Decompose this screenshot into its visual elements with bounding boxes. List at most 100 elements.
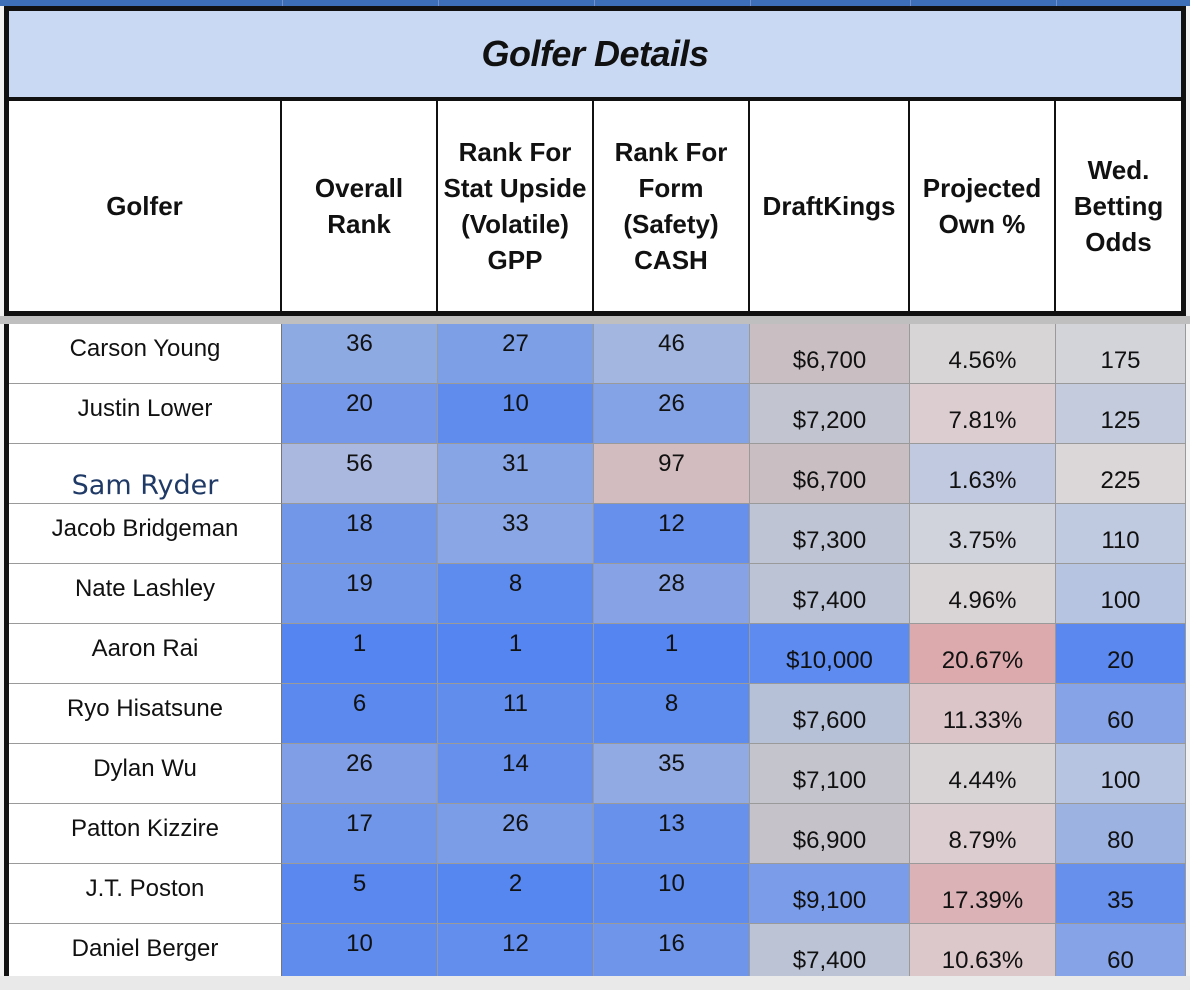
table-row: J.T. Poston 5 2 10 $9,100 17.39% 35 bbox=[9, 864, 1186, 924]
form-rank-cell[interactable]: 46 bbox=[594, 324, 750, 384]
betting-odds-cell[interactable]: 20 bbox=[1056, 624, 1186, 684]
header-separator bbox=[0, 316, 1190, 324]
golfer-name-cell[interactable]: Patton Kizzire bbox=[9, 804, 282, 864]
header-projected-own[interactable]: Projected Own % bbox=[910, 101, 1056, 311]
stat-rank-cell[interactable]: 8 bbox=[438, 564, 594, 624]
draftkings-salary-cell[interactable]: $7,400 bbox=[750, 564, 910, 624]
form-rank-cell[interactable]: 26 bbox=[594, 384, 750, 444]
betting-odds-cell[interactable]: 100 bbox=[1056, 744, 1186, 804]
overall-rank-cell[interactable]: 56 bbox=[282, 444, 438, 504]
form-rank-cell[interactable]: 97 bbox=[594, 444, 750, 504]
draftkings-salary-cell[interactable]: $6,700 bbox=[750, 444, 910, 504]
projected-own-cell[interactable]: 4.56% bbox=[910, 324, 1056, 384]
projected-own-cell[interactable]: 7.81% bbox=[910, 384, 1056, 444]
header-golfer[interactable]: Golfer bbox=[9, 101, 282, 311]
golfer-name-cell[interactable]: Jacob Bridgeman bbox=[9, 504, 282, 564]
golfer-rows: Carson Young 36 27 46 $6,700 4.56% 175 Justin L… bbox=[4, 324, 1186, 984]
stat-rank-cell[interactable]: 14 bbox=[438, 744, 594, 804]
overall-rank-cell[interactable]: 6 bbox=[282, 684, 438, 744]
stat-rank-cell[interactable]: 33 bbox=[438, 504, 594, 564]
projected-own-cell[interactable]: 20.67% bbox=[910, 624, 1056, 684]
golfer-name-cell[interactable]: Dylan Wu bbox=[9, 744, 282, 804]
stat-rank-cell[interactable]: 27 bbox=[438, 324, 594, 384]
betting-odds-cell[interactable]: 225 bbox=[1056, 444, 1186, 504]
betting-odds-cell[interactable]: 60 bbox=[1056, 924, 1186, 984]
projected-own-cell[interactable]: 8.79% bbox=[910, 804, 1056, 864]
stat-rank-cell[interactable]: 12 bbox=[438, 924, 594, 984]
stat-rank-cell[interactable]: 26 bbox=[438, 804, 594, 864]
form-rank-cell[interactable]: 16 bbox=[594, 924, 750, 984]
header-betting-odds[interactable]: Wed. Betting Odds bbox=[1073, 155, 1164, 257]
table-title-banner: Golfer Details bbox=[4, 6, 1186, 101]
stat-rank-cell[interactable]: 1 bbox=[438, 624, 594, 684]
table-row: Carson Young 36 27 46 $6,700 4.56% 175 bbox=[9, 324, 1186, 384]
bottom-strip bbox=[0, 976, 1190, 990]
golfer-name-cell[interactable]: Ryo Hisatsune bbox=[9, 684, 282, 744]
golfer-name-cell[interactable]: Daniel Berger bbox=[9, 924, 282, 984]
column-header-row: Golfer Overall Rank Rank For Stat Upside… bbox=[4, 101, 1186, 316]
draftkings-salary-cell[interactable]: $7,300 bbox=[750, 504, 910, 564]
header-form-safety[interactable]: Rank For Form (Safety) CASH bbox=[594, 101, 750, 311]
overall-rank-cell[interactable]: 10 bbox=[282, 924, 438, 984]
betting-odds-cell[interactable]: 175 bbox=[1056, 324, 1186, 384]
draftkings-salary-cell[interactable]: $9,100 bbox=[750, 864, 910, 924]
draftkings-salary-cell[interactable]: $7,600 bbox=[750, 684, 910, 744]
header-draftkings[interactable]: DraftKings bbox=[750, 101, 910, 311]
betting-odds-cell[interactable]: 60 bbox=[1056, 684, 1186, 744]
draftkings-salary-cell[interactable]: $7,200 bbox=[750, 384, 910, 444]
golfer-name-cell[interactable]: Aaron Rai bbox=[9, 624, 282, 684]
form-rank-cell[interactable]: 35 bbox=[594, 744, 750, 804]
form-rank-cell[interactable]: 10 bbox=[594, 864, 750, 924]
stat-rank-cell[interactable]: 11 bbox=[438, 684, 594, 744]
overall-rank-cell[interactable]: 20 bbox=[282, 384, 438, 444]
overall-rank-cell[interactable]: 26 bbox=[282, 744, 438, 804]
overall-rank-cell[interactable]: 36 bbox=[282, 324, 438, 384]
table-row: Justin Lower 20 10 26 $7,200 7.81% 125 bbox=[9, 384, 1186, 444]
header-overall-rank[interactable]: Overall Rank bbox=[282, 101, 438, 311]
betting-odds-cell[interactable]: 125 bbox=[1056, 384, 1186, 444]
projected-own-cell[interactable]: 3.75% bbox=[910, 504, 1056, 564]
table-row: Patton Kizzire 17 26 13 $6,900 8.79% 80 bbox=[9, 804, 1186, 864]
projected-own-cell[interactable]: 11.33% bbox=[910, 684, 1056, 744]
table-row: Sam Ryder 56 31 97 $6,700 1.63% 225 bbox=[9, 444, 1186, 504]
stat-rank-cell[interactable]: 2 bbox=[438, 864, 594, 924]
table-row: Nate Lashley 19 8 28 $7,400 4.96% 100 bbox=[9, 564, 1186, 624]
header-stat-upside[interactable]: Rank For Stat Upside (Volatile) GPP bbox=[438, 101, 594, 311]
table-row: Dylan Wu 26 14 35 $7,100 4.44% 100 bbox=[9, 744, 1186, 804]
table-title: Golfer Details bbox=[481, 33, 709, 74]
betting-odds-cell[interactable]: 110 bbox=[1056, 504, 1186, 564]
overall-rank-cell[interactable]: 1 bbox=[282, 624, 438, 684]
betting-odds-cell[interactable]: 35 bbox=[1056, 864, 1186, 924]
overall-rank-cell[interactable]: 19 bbox=[282, 564, 438, 624]
golfer-name-cell[interactable]: Nate Lashley bbox=[9, 564, 282, 624]
projected-own-cell[interactable]: 1.63% bbox=[910, 444, 1056, 504]
betting-odds-cell[interactable]: 80 bbox=[1056, 804, 1186, 864]
top-accent-bar bbox=[0, 0, 1190, 6]
form-rank-cell[interactable]: 28 bbox=[594, 564, 750, 624]
betting-odds-cell[interactable]: 100 bbox=[1056, 564, 1186, 624]
golfer-name-cell[interactable]: Carson Young bbox=[9, 324, 282, 384]
overall-rank-cell[interactable]: 17 bbox=[282, 804, 438, 864]
golfer-name-cell[interactable]: J.T. Poston bbox=[9, 864, 282, 924]
projected-own-cell[interactable]: 4.44% bbox=[910, 744, 1056, 804]
form-rank-cell[interactable]: 8 bbox=[594, 684, 750, 744]
draftkings-salary-cell[interactable]: $6,700 bbox=[750, 324, 910, 384]
table-row: Daniel Berger 10 12 16 $7,400 10.63% 60 bbox=[9, 924, 1186, 984]
overall-rank-cell[interactable]: 18 bbox=[282, 504, 438, 564]
golfer-name-cell[interactable]: Justin Lower bbox=[9, 384, 282, 444]
draftkings-salary-cell[interactable]: $6,900 bbox=[750, 804, 910, 864]
stat-rank-cell[interactable]: 31 bbox=[438, 444, 594, 504]
table-row: Aaron Rai 1 1 1 $10,000 20.67% 20 bbox=[9, 624, 1186, 684]
draftkings-salary-cell[interactable]: $10,000 bbox=[750, 624, 910, 684]
projected-own-cell[interactable]: 4.96% bbox=[910, 564, 1056, 624]
projected-own-cell[interactable]: 17.39% bbox=[910, 864, 1056, 924]
stat-rank-cell[interactable]: 10 bbox=[438, 384, 594, 444]
form-rank-cell[interactable]: 1 bbox=[594, 624, 750, 684]
golfer-name-cell[interactable]: Sam Ryder bbox=[9, 444, 282, 504]
draftkings-salary-cell[interactable]: $7,400 bbox=[750, 924, 910, 984]
form-rank-cell[interactable]: 12 bbox=[594, 504, 750, 564]
overall-rank-cell[interactable]: 5 bbox=[282, 864, 438, 924]
draftkings-salary-cell[interactable]: $7,100 bbox=[750, 744, 910, 804]
form-rank-cell[interactable]: 13 bbox=[594, 804, 750, 864]
projected-own-cell[interactable]: 10.63% bbox=[910, 924, 1056, 984]
